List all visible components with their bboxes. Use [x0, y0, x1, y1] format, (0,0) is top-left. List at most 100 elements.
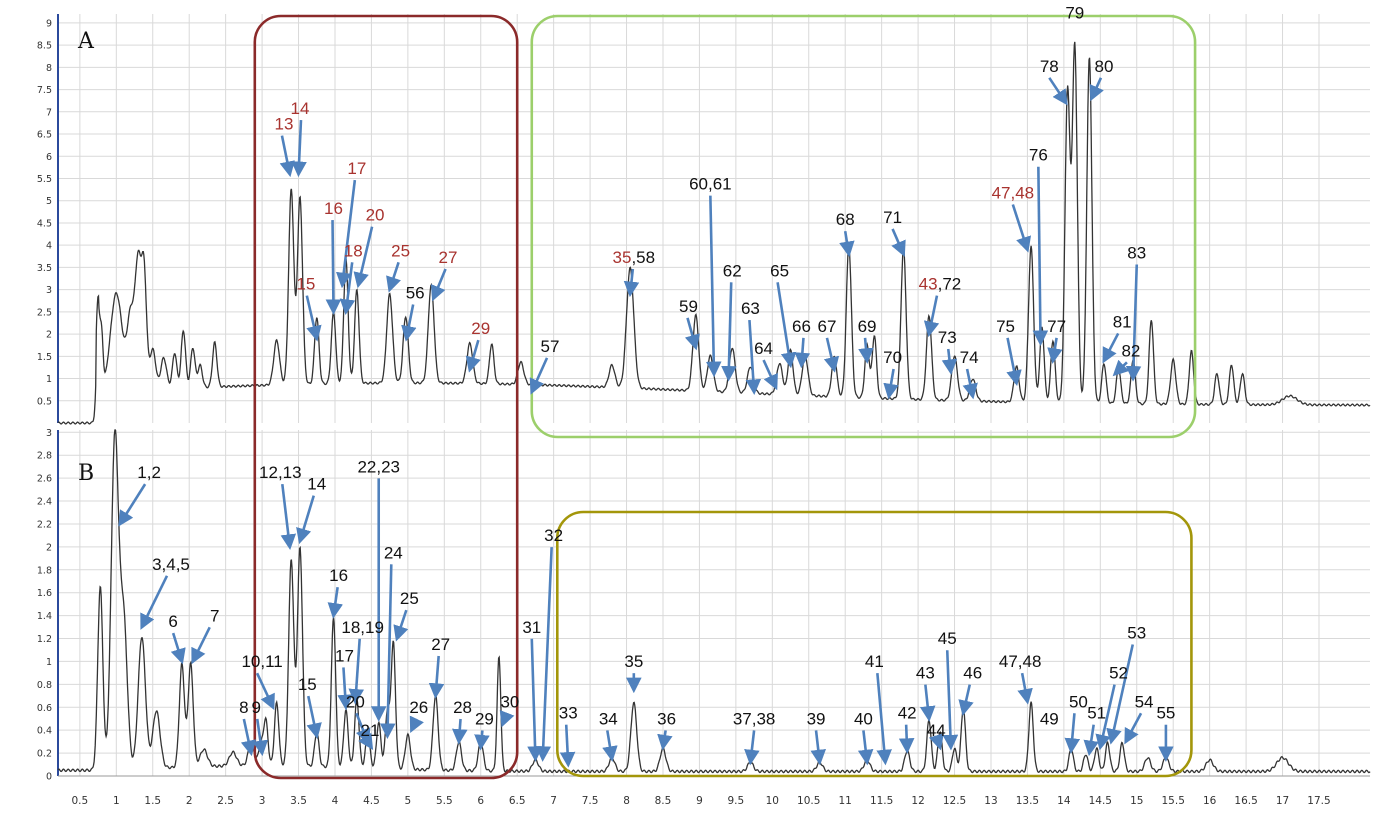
peak-arrow — [1112, 359, 1130, 377]
peak-label: 9 — [252, 698, 261, 717]
peak-label: 20 — [346, 692, 365, 711]
peak-label-part: 56 — [406, 284, 425, 303]
peak-label: 15 — [296, 275, 315, 294]
peak-label-part: 76 — [1029, 146, 1048, 165]
peak-arrow — [255, 672, 275, 711]
y-tick-label: 1.5 — [37, 352, 52, 363]
panel-label-b: B — [78, 461, 94, 486]
peak-label: 31 — [522, 618, 541, 637]
peak-label: 59 — [679, 297, 698, 316]
x-tick-label: 2.5 — [217, 795, 234, 807]
highlight-box — [555, 510, 1193, 778]
peak-label: 80 — [1094, 57, 1113, 76]
peak-label-part: 67 — [818, 317, 837, 336]
peak-label: 50 — [1069, 692, 1088, 711]
peak-arrow — [1048, 77, 1068, 106]
y-tick-label: 7.5 — [37, 85, 52, 96]
peak-arrow — [305, 295, 322, 342]
peak-label-part: 27 — [431, 635, 450, 654]
peak-arrow — [898, 724, 915, 754]
y-tick-label: 2 — [46, 330, 52, 341]
x-tick-label: 10 — [766, 795, 779, 807]
peak-label-part: 10,11 — [241, 652, 282, 671]
peak-label: 16 — [324, 199, 343, 218]
x-tick-label: 3 — [259, 795, 266, 807]
peak-label: 76 — [1029, 146, 1048, 165]
y-tick-label: 0 — [46, 772, 52, 783]
peak-label-part: 28 — [453, 698, 472, 717]
peak-label: 47,48 — [992, 183, 1035, 202]
peak-label-part: 15 — [296, 275, 315, 294]
x-tick-label: 16.5 — [1234, 795, 1257, 807]
peak-label: 41 — [865, 652, 884, 671]
x-tick-label: 6.5 — [509, 795, 526, 807]
peak-label: 33 — [559, 704, 578, 723]
peak-label-part: 59 — [679, 297, 698, 316]
peak-arrow — [883, 368, 899, 400]
peak-label: 29 — [475, 709, 494, 728]
x-tick-label: 9 — [696, 795, 703, 807]
peak-label-part: 20 — [346, 692, 365, 711]
peak-arrow — [1083, 724, 1099, 757]
peak-arrow — [958, 684, 974, 717]
peak-arrow — [325, 220, 342, 315]
peak-label-part: 36 — [657, 709, 676, 728]
y-tick-label: 2.6 — [37, 474, 52, 485]
peak-label-part: 75 — [996, 317, 1015, 336]
y-tick-label: 2 — [46, 542, 52, 553]
x-tick-label: 11.5 — [870, 795, 893, 807]
peak-label-part: 66 — [792, 317, 811, 336]
peak-arrow — [465, 339, 481, 373]
peak-label-part: 17 — [335, 646, 354, 665]
y-tick-label: 7 — [46, 107, 52, 118]
peak-arrow — [140, 575, 169, 630]
panel-label-a: A — [77, 29, 95, 54]
peak-arrow — [379, 564, 396, 740]
axes: 0.511.522.533.544.555.566.577.588.5900.2… — [37, 14, 1370, 807]
peak-label-part: 43 — [916, 664, 935, 683]
peak-label: 35 — [624, 652, 643, 671]
y-tick-label: 8.5 — [37, 41, 52, 52]
peak-arrow — [499, 709, 515, 728]
peak-arrow — [306, 695, 322, 739]
peak-arrow — [776, 282, 797, 369]
peak-label: 25 — [400, 589, 419, 608]
peak-label-part: 49 — [1040, 709, 1059, 728]
peak-arrow — [657, 730, 673, 751]
peak-label-part: 14 — [307, 475, 326, 494]
peak-label-part: 35 — [624, 652, 643, 671]
peak-label: 28 — [453, 698, 472, 717]
peak-arrow — [291, 119, 307, 178]
peak-label: 55 — [1156, 704, 1175, 723]
peak-label-part: 80 — [1094, 57, 1113, 76]
peak-label-part: 27 — [438, 248, 457, 267]
highlight-box — [253, 14, 519, 780]
peak-label-part: 69 — [858, 317, 877, 336]
peak-label: 13 — [274, 115, 293, 134]
peak-label: 65 — [770, 261, 789, 280]
peak-label: 10,11 — [241, 652, 282, 671]
peak-label-part: 47,48 — [999, 652, 1042, 671]
peak-arrow — [1124, 712, 1143, 745]
peak-label-part: 24 — [384, 543, 403, 562]
y-tick-label: 2.4 — [37, 497, 52, 508]
x-tick-label: 12 — [911, 795, 924, 807]
peak-arrow — [839, 230, 855, 258]
peak-arrow — [358, 732, 374, 750]
y-tick-label: 4 — [46, 241, 52, 252]
peak-arrow — [823, 337, 840, 373]
peak-label-part: 78 — [1040, 57, 1059, 76]
peak-label-part: 64 — [754, 339, 773, 358]
peak-label: 73 — [938, 328, 957, 347]
peak-label-part: 45 — [938, 629, 957, 648]
y-tick-label: 1 — [46, 374, 52, 385]
peak-label-part: 44 — [927, 721, 946, 740]
peak-arrow — [745, 319, 762, 395]
peak-label-part: 60,61 — [689, 175, 732, 194]
peak-arrow — [252, 718, 269, 757]
peak-arrow — [1017, 672, 1033, 705]
peak-label: 43 — [916, 664, 935, 683]
x-tick-label: 0.5 — [72, 795, 89, 807]
peak-arrow — [962, 368, 978, 400]
